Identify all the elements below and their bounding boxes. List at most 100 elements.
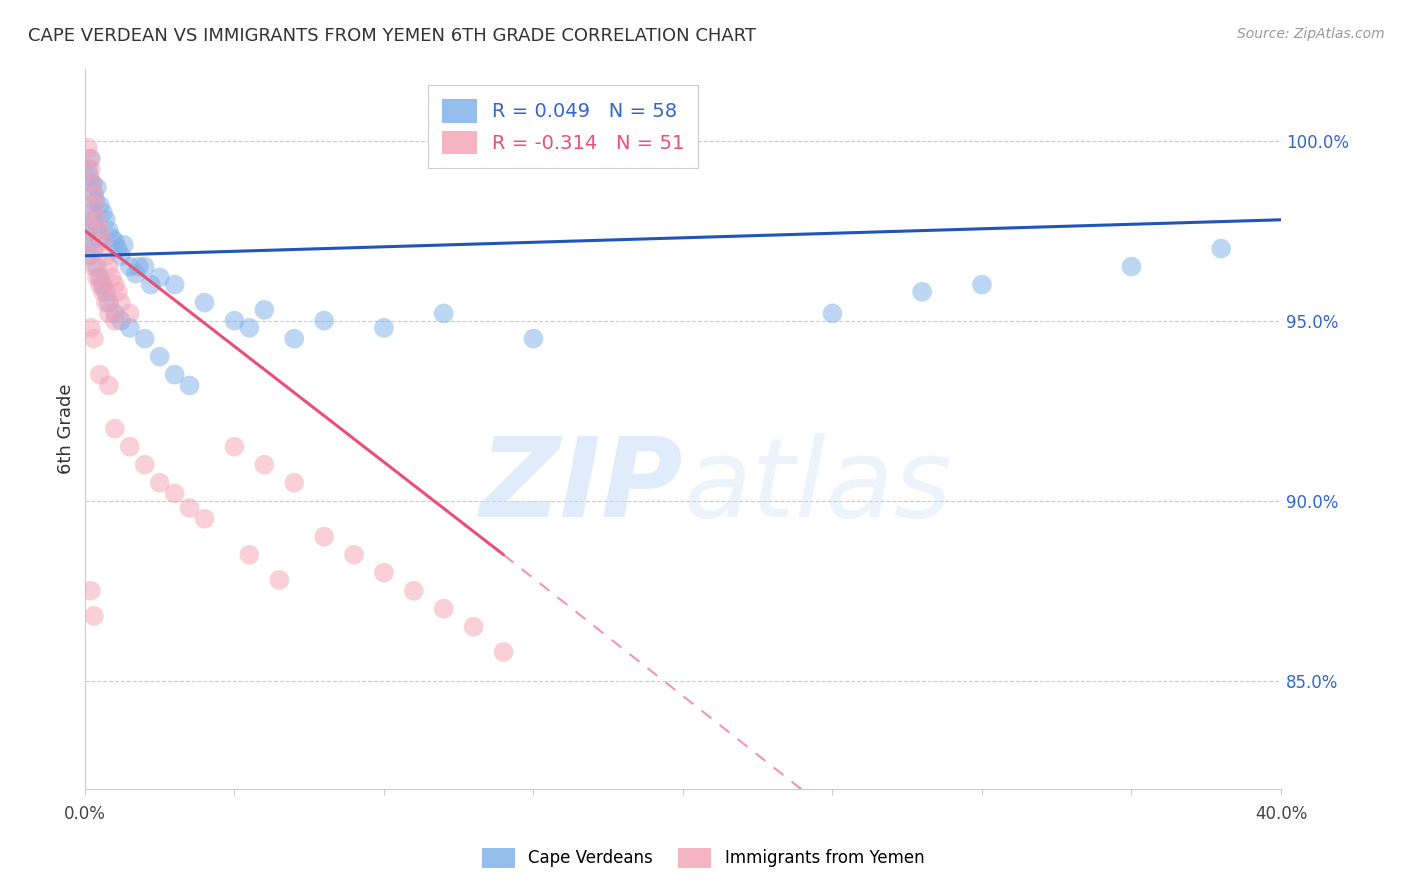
Point	[492, 645, 515, 659]
Point	[89, 198, 111, 212]
Point	[224, 313, 246, 327]
Point	[80, 249, 103, 263]
Text: ZIP: ZIP	[479, 433, 683, 540]
Point	[911, 285, 934, 299]
Point	[84, 198, 107, 212]
Point	[125, 267, 148, 281]
Point	[314, 530, 336, 544]
Point	[104, 306, 127, 320]
Point	[118, 440, 141, 454]
Point	[110, 295, 132, 310]
Point	[82, 177, 104, 191]
Point	[79, 152, 101, 166]
Point	[314, 313, 336, 327]
Point	[97, 378, 120, 392]
Point	[149, 475, 172, 490]
Point	[134, 458, 156, 472]
Point	[149, 270, 172, 285]
Text: CAPE VERDEAN VS IMMIGRANTS FROM YEMEN 6TH GRADE CORRELATION CHART: CAPE VERDEAN VS IMMIGRANTS FROM YEMEN 6T…	[28, 27, 756, 45]
Point	[118, 321, 141, 335]
Point	[89, 231, 111, 245]
Point	[83, 187, 105, 202]
Point	[80, 162, 103, 177]
Point	[163, 368, 186, 382]
Point	[134, 332, 156, 346]
Point	[80, 205, 103, 219]
Point	[89, 224, 111, 238]
Point	[77, 212, 100, 227]
Point	[163, 486, 186, 500]
Point	[89, 270, 111, 285]
Point	[83, 187, 105, 202]
Point	[373, 321, 395, 335]
Point	[94, 212, 117, 227]
Point	[82, 177, 104, 191]
Point	[83, 609, 105, 624]
Point	[104, 422, 127, 436]
Point	[101, 270, 124, 285]
Point	[253, 302, 276, 317]
Point	[224, 440, 246, 454]
Point	[97, 260, 120, 274]
Point	[433, 601, 456, 615]
Point	[89, 277, 111, 292]
Point	[77, 162, 100, 177]
Point	[1121, 260, 1143, 274]
Point	[253, 458, 276, 472]
Point	[84, 194, 107, 209]
Point	[193, 512, 215, 526]
Point	[402, 583, 425, 598]
Text: atlas: atlas	[683, 433, 952, 540]
Legend: R = 0.049   N = 58, R = -0.314   N = 51: R = 0.049 N = 58, R = -0.314 N = 51	[429, 86, 699, 168]
Point	[118, 306, 141, 320]
Point	[821, 306, 844, 320]
Point	[107, 285, 129, 299]
Point	[128, 260, 150, 274]
Point	[283, 475, 305, 490]
Point	[80, 321, 103, 335]
Point	[110, 313, 132, 327]
Point	[91, 277, 114, 292]
Point	[79, 169, 101, 184]
Point	[97, 224, 120, 238]
Point	[179, 500, 201, 515]
Point	[83, 242, 105, 256]
Point	[343, 548, 366, 562]
Text: Source: ZipAtlas.com: Source: ZipAtlas.com	[1237, 27, 1385, 41]
Point	[373, 566, 395, 580]
Point	[238, 548, 260, 562]
Point	[672, 115, 695, 129]
Point	[104, 313, 127, 327]
Point	[83, 212, 105, 227]
Point	[134, 260, 156, 274]
Point	[86, 180, 108, 194]
Point	[91, 285, 114, 299]
Point	[94, 249, 117, 263]
Point	[179, 378, 201, 392]
Point	[522, 332, 544, 346]
Legend: Cape Verdeans, Immigrants from Yemen: Cape Verdeans, Immigrants from Yemen	[475, 841, 931, 875]
Point	[80, 152, 103, 166]
Point	[79, 249, 101, 263]
Point	[97, 295, 120, 310]
Point	[149, 350, 172, 364]
Point	[107, 242, 129, 256]
Point	[86, 270, 108, 285]
Point	[238, 321, 260, 335]
Point	[86, 224, 108, 238]
Point	[139, 277, 162, 292]
Point	[104, 277, 127, 292]
Point	[1211, 242, 1233, 256]
Point	[79, 235, 101, 249]
Point	[83, 260, 105, 274]
Point	[104, 235, 127, 249]
Point	[80, 583, 103, 598]
Point	[970, 277, 993, 292]
Point	[269, 573, 291, 587]
Point	[77, 224, 100, 238]
Point	[112, 238, 135, 252]
Point	[91, 205, 114, 219]
Point	[86, 212, 108, 227]
Point	[83, 332, 105, 346]
Point	[91, 235, 114, 249]
